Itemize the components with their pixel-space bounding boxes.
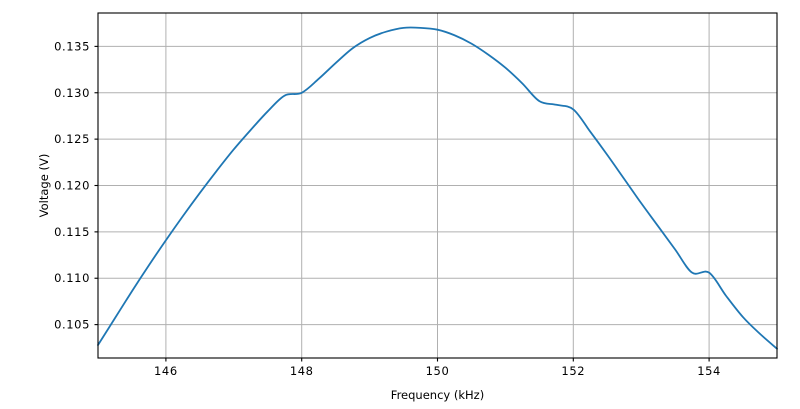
x-tick-label: 146 — [154, 364, 178, 378]
x-tick-label: 148 — [290, 364, 314, 378]
vertical-gridlines — [165, 13, 710, 358]
x-axis-ticks — [165, 358, 710, 362]
y-tick-label: 0.110 — [54, 271, 90, 285]
y-tick-label: 0.115 — [54, 225, 90, 239]
x-axis-tick-labels: 146 148 150 152 154 — [154, 364, 721, 378]
y-tick-label: 0.125 — [54, 132, 90, 146]
y-tick-label: 0.105 — [54, 318, 90, 332]
y-axis-tick-labels: 0.105 0.110 0.115 0.120 0.125 0.130 0.135 — [54, 39, 90, 332]
y-tick-label: 0.135 — [54, 39, 90, 53]
x-tick-label: 152 — [561, 364, 585, 378]
y-axis-ticks — [94, 45, 98, 326]
x-tick-label: 150 — [426, 364, 450, 378]
x-axis-title: Frequency (kHz) — [391, 388, 484, 402]
y-tick-label: 0.130 — [54, 86, 90, 100]
voltage-curve — [97, 26, 778, 350]
y-axis-title: Voltage (V) — [37, 154, 51, 218]
x-tick-label: 154 — [697, 364, 721, 378]
y-tick-label: 0.120 — [54, 179, 90, 193]
